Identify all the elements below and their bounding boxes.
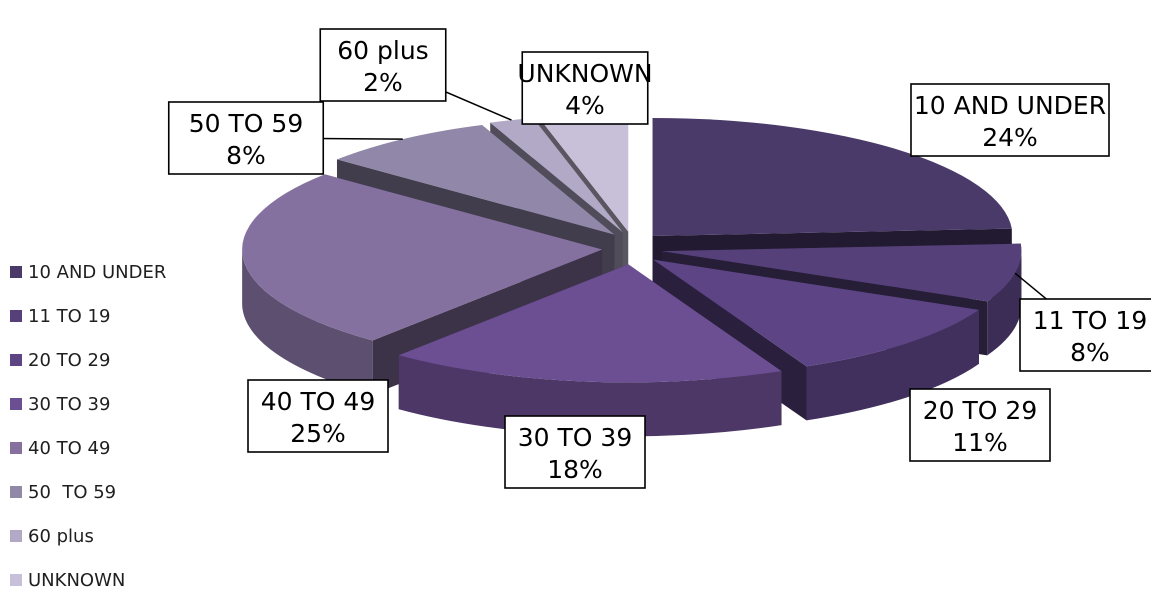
legend-label: 11 TO 19	[28, 305, 111, 327]
legend-swatch	[10, 398, 22, 410]
data-label: 60 plus 2%	[319, 28, 447, 102]
legend-label: 40 TO 49	[28, 437, 111, 459]
label-value: 11%	[952, 428, 1008, 457]
pie-slices	[242, 113, 1022, 437]
legend-swatch	[10, 486, 22, 498]
label-value: 8%	[1070, 338, 1110, 367]
label-box	[521, 51, 649, 125]
legend-item: 11 TO 19	[10, 294, 210, 338]
label-value: 4%	[565, 91, 605, 120]
label-value: 8%	[226, 141, 266, 170]
slice-top	[242, 174, 603, 341]
slice-edge	[987, 251, 1022, 356]
slice-edge	[242, 249, 373, 395]
legend-label: 10 AND UNDER	[28, 261, 167, 283]
slice-top	[398, 264, 782, 383]
slice-edge	[806, 309, 979, 421]
label-value: 24%	[982, 123, 1038, 152]
data-label: UNKNOWN 4%	[517, 51, 653, 125]
label-box	[504, 415, 646, 489]
label-category: 10 AND UNDER	[914, 91, 1106, 120]
data-label: 11 TO 19 8%	[1019, 298, 1151, 372]
legend-item: 10 AND UNDER	[10, 250, 210, 294]
label-category: 60 plus	[337, 36, 428, 65]
legend-item: 20 TO 29	[10, 338, 210, 382]
data-label: 50 TO 59 8%	[167, 101, 325, 175]
slice-top	[336, 124, 615, 235]
legend: 10 AND UNDER 11 TO 19 20 TO 29 30 TO 39 …	[10, 250, 210, 602]
pie-slice	[398, 264, 782, 437]
slice-edge	[398, 355, 782, 437]
slice-top	[538, 113, 629, 232]
pie-chart: 10 AND UNDER 24% 11 TO 19 8% 20 TO 29 11% 30 T…	[167, 28, 1151, 489]
label-value: 2%	[363, 68, 403, 97]
label-category: 20 TO 29	[923, 396, 1037, 425]
legend-item: 60 plus	[10, 514, 210, 558]
legend-swatch	[10, 574, 22, 586]
legend-swatch	[10, 530, 22, 542]
slice-top	[652, 117, 1012, 236]
legend-item: 30 TO 39	[10, 382, 210, 426]
slice-top	[653, 259, 979, 367]
label-category: UNKNOWN	[517, 59, 652, 88]
legend-item: 40 TO 49	[10, 426, 210, 470]
legend-item: UNKNOWN	[10, 558, 210, 602]
legend-label: 50 TO 59	[28, 481, 117, 503]
legend-label: 60 plus	[28, 525, 94, 547]
label-box	[247, 379, 389, 453]
legend-label: UNKNOWN	[28, 569, 126, 591]
slice-top	[490, 118, 623, 233]
data-label: 30 TO 39 18%	[504, 415, 646, 489]
label-category: 11 TO 19	[1033, 306, 1147, 335]
legend-swatch	[10, 266, 22, 278]
label-category: 50 TO 59	[189, 109, 303, 138]
label-value: 18%	[547, 455, 603, 484]
data-label: 10 AND UNDER 24%	[910, 83, 1110, 157]
data-label: 20 TO 29 11%	[909, 388, 1051, 462]
label-value: 25%	[290, 419, 346, 448]
slice-top	[661, 243, 1022, 302]
data-labels: 10 AND UNDER 24% 11 TO 19 8% 20 TO 29 11% 30 T…	[167, 28, 1151, 489]
label-box	[167, 101, 325, 175]
legend-swatch	[10, 310, 22, 322]
legend-item: 50 TO 59	[10, 470, 210, 514]
label-box	[319, 28, 447, 102]
label-box	[1019, 298, 1151, 372]
data-label: 40 TO 49 25%	[247, 379, 389, 453]
label-category: 30 TO 39	[518, 423, 632, 452]
legend-swatch	[10, 354, 22, 366]
label-box	[910, 83, 1110, 157]
legend-swatch	[10, 442, 22, 454]
label-box	[909, 388, 1051, 462]
legend-label: 30 TO 39	[28, 393, 111, 415]
legend-label: 20 TO 29	[28, 349, 111, 371]
label-category: 40 TO 49	[261, 387, 375, 416]
